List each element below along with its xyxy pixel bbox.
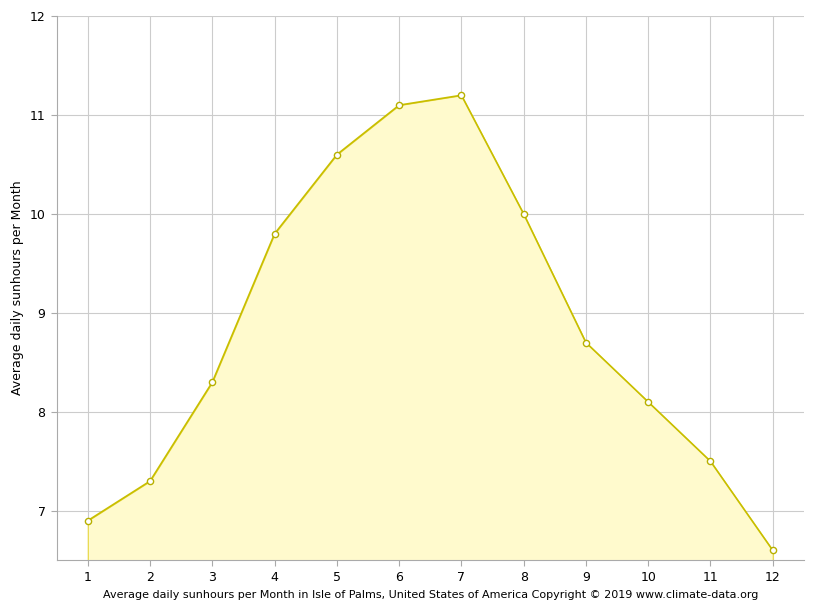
Point bbox=[704, 456, 717, 466]
Point bbox=[82, 516, 95, 525]
Point bbox=[143, 476, 156, 486]
X-axis label: Average daily sunhours per Month in Isle of Palms, United States of America Copy: Average daily sunhours per Month in Isle… bbox=[103, 590, 758, 600]
Point bbox=[455, 90, 468, 100]
Y-axis label: Average daily sunhours per Month: Average daily sunhours per Month bbox=[11, 181, 24, 395]
Point bbox=[393, 100, 406, 110]
Point bbox=[579, 338, 593, 348]
Point bbox=[268, 229, 281, 239]
Point bbox=[330, 150, 343, 159]
Point bbox=[518, 209, 531, 219]
Point bbox=[206, 377, 219, 387]
Point bbox=[641, 397, 654, 407]
Point bbox=[766, 546, 779, 555]
